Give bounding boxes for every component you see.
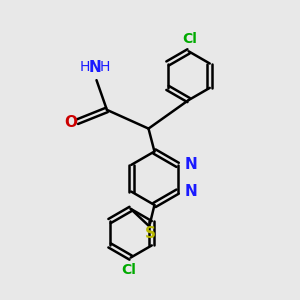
Text: Cl: Cl: [183, 32, 198, 46]
Text: N: N: [88, 60, 101, 75]
Text: S: S: [145, 226, 155, 241]
Text: O: O: [64, 115, 77, 130]
Text: N: N: [184, 158, 197, 172]
Text: H: H: [100, 60, 110, 74]
Text: H: H: [80, 60, 90, 74]
Text: Cl: Cl: [121, 263, 136, 277]
Text: N: N: [184, 184, 197, 199]
